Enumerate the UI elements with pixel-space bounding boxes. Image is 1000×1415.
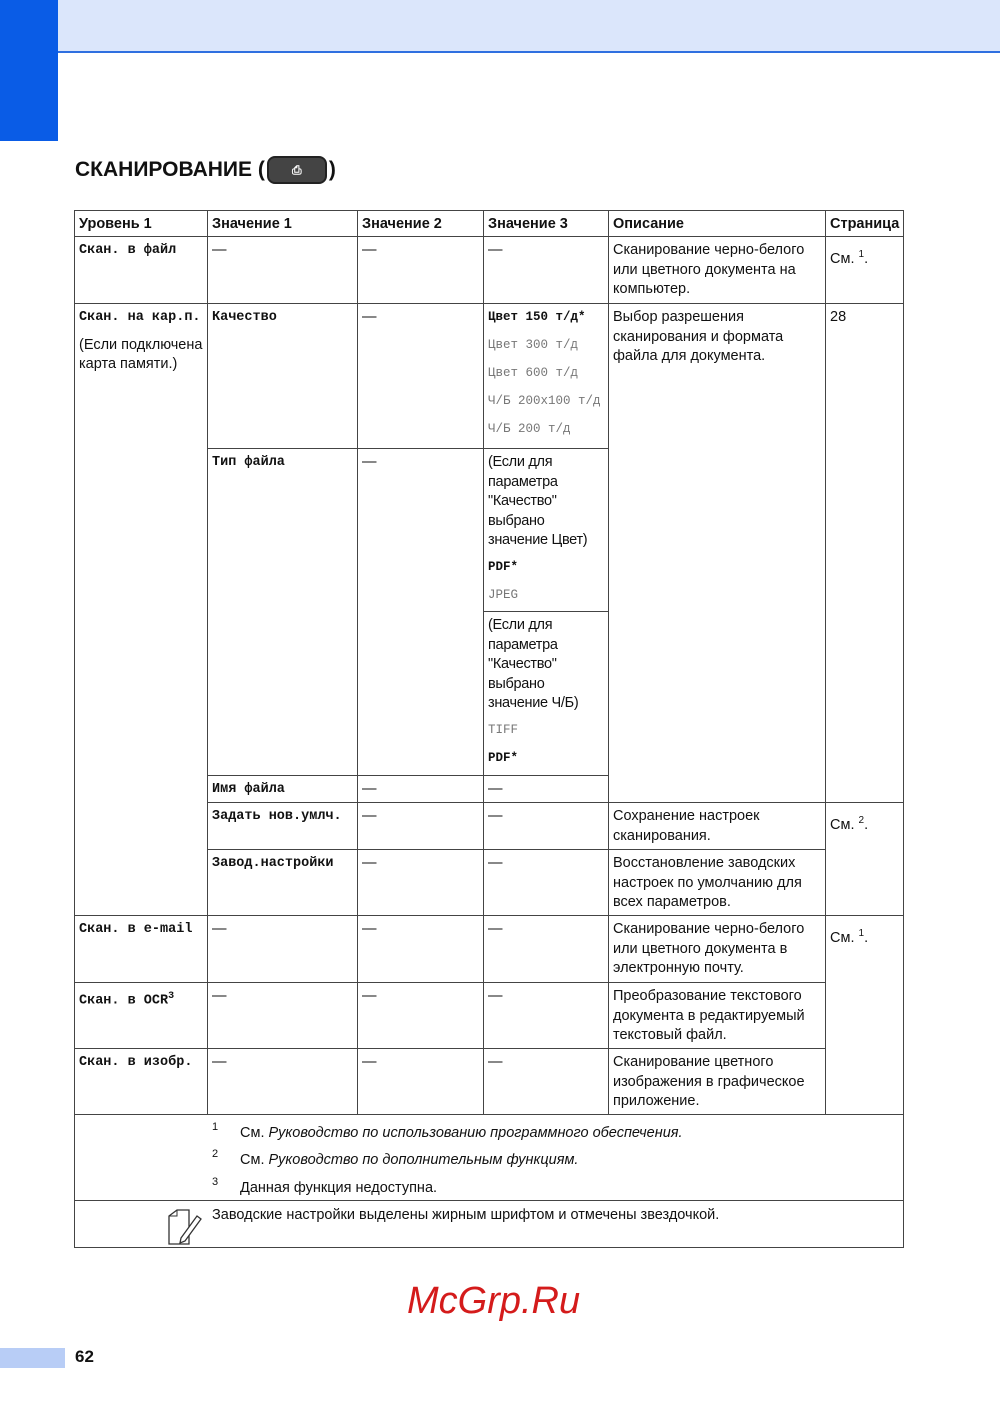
dash-cell: — xyxy=(483,982,609,1049)
header-band xyxy=(58,0,1000,53)
footnote-ref: 2 xyxy=(858,815,865,826)
footnote: См. Руководство по дополнительным функци… xyxy=(240,1152,578,1168)
dash-cell: — xyxy=(357,303,484,449)
footnote: См. Руководство по использованию програм… xyxy=(240,1125,683,1141)
level-cell: Скан. в изобр. xyxy=(74,1048,208,1115)
desc-cell: Сканирование черно-белого или цветного д… xyxy=(608,236,826,304)
option: Ч/Б 200x100 т/д xyxy=(488,394,601,408)
col-header: Уровень 1 xyxy=(74,210,208,237)
level-cell: Скан. в e-mail xyxy=(74,915,208,983)
option: JPEG xyxy=(488,587,519,602)
title-text: СКАНИРОВАНИЕ ( xyxy=(75,158,265,181)
footnote-text: См. xyxy=(240,1152,269,1168)
footnote: Данная функция недоступна. xyxy=(240,1180,438,1196)
scan-button-icon: ⎙ xyxy=(266,156,327,184)
level-cell: Скан. в OCR3 xyxy=(74,982,208,1049)
dash-cell: — xyxy=(483,236,609,304)
footnote-ref: 3 xyxy=(168,991,175,1002)
option: Цвет 600 т/д xyxy=(488,366,579,380)
chapter-tab xyxy=(0,0,58,141)
dash-cell: — xyxy=(357,982,484,1049)
desc-cell: Преобразование текстового документа в ре… xyxy=(608,982,826,1049)
dash-cell: — xyxy=(357,1048,484,1115)
col-header: Значение 1 xyxy=(207,210,358,237)
dash-cell: — xyxy=(357,236,484,304)
note-pencil-icon xyxy=(168,1209,202,1245)
page-ref: См. xyxy=(830,816,855,833)
setting-cell: Завод.настройки xyxy=(207,849,358,916)
level-label: Скан. на кар.п. xyxy=(79,310,201,325)
options-cell: (Если для параметра "Качество" выбрано з… xyxy=(483,611,609,776)
title-close: ) xyxy=(328,158,336,181)
options-cell: Цвет 150 т/д* Цвет 300 т/д Цвет 600 т/д … xyxy=(483,303,609,449)
option: TIFF xyxy=(488,722,519,737)
page-ref: См. xyxy=(830,250,855,267)
page-cell: См. 2. xyxy=(825,802,904,916)
setting-cell: Имя файла xyxy=(207,775,358,803)
page-number: 62 xyxy=(75,1347,94,1366)
footnote-ref: 1 xyxy=(858,249,865,260)
watermark: McGrp.Ru xyxy=(407,1280,581,1322)
dash-cell: — xyxy=(207,236,358,304)
footnote-number: 3 xyxy=(212,1176,219,1188)
footnote-title: Руководство по дополнительным функциям. xyxy=(268,1152,579,1168)
footnote-number: 1 xyxy=(212,1121,219,1133)
col-header: Значение 3 xyxy=(483,210,609,237)
desc-cell: Сканирование цветного изображения в граф… xyxy=(608,1048,826,1115)
dash-cell: — xyxy=(357,915,484,983)
page-cell: См. 1. xyxy=(825,236,904,304)
option: Цвет 150 т/д* xyxy=(488,310,586,324)
setting-cell: Задать нов.умлч. xyxy=(207,802,358,850)
level-cell: Скан. на кар.п. (Если подключена карта па… xyxy=(74,303,208,916)
dash-cell: — xyxy=(207,982,358,1049)
dash-cell: — xyxy=(483,849,609,916)
desc-cell: Восстановление заводских настроек по умо… xyxy=(608,849,826,916)
level-label: Скан. в OCR xyxy=(79,993,169,1009)
page-cell: 28 xyxy=(825,303,904,803)
footnote-ref: 1 xyxy=(858,928,865,939)
options-cell: (Если для параметра "Качество" выбрано з… xyxy=(483,448,609,612)
desc-cell: Выбор разрешения сканирования и формата … xyxy=(608,303,826,803)
option: Цвет 300 т/д xyxy=(488,338,579,352)
dash-cell: — xyxy=(207,1048,358,1115)
col-header: Значение 2 xyxy=(357,210,484,237)
footnote-title: Руководство по использованию программног… xyxy=(268,1125,683,1141)
option-note: (Если для параметра "Качество" выбрано з… xyxy=(488,617,579,711)
option-note: (Если для параметра "Качество" выбрано з… xyxy=(488,454,588,548)
note-text: Заводские настройки выделены жирным шриф… xyxy=(212,1207,720,1223)
level-cell: Скан. в файл xyxy=(74,236,208,304)
desc-cell: Сохранение настроек сканирования. xyxy=(608,802,826,850)
page-ref: См. xyxy=(830,929,855,946)
dash-cell: — xyxy=(483,915,609,983)
dash-cell: — xyxy=(483,775,609,803)
dash-cell: — xyxy=(357,448,484,776)
option: PDF* xyxy=(488,750,519,765)
note-box xyxy=(74,1200,904,1248)
dash-cell: — xyxy=(207,915,358,983)
option: PDF* xyxy=(488,559,519,574)
dash-cell: — xyxy=(357,775,484,803)
setting-cell: Качество xyxy=(207,303,358,449)
page-number-band xyxy=(0,1348,65,1368)
footnote-text: См. xyxy=(240,1125,269,1141)
dash-cell: — xyxy=(357,849,484,916)
col-header: Описание xyxy=(608,210,826,237)
dash-cell: — xyxy=(483,1048,609,1115)
dash-cell: — xyxy=(357,802,484,850)
page-title: СКАНИРОВАНИЕ (⎙) xyxy=(75,156,336,184)
level-note: (Если подключена карта памяти.) xyxy=(79,336,203,373)
setting-cell: Тип файла xyxy=(207,448,358,776)
footnote-number: 2 xyxy=(212,1148,219,1160)
dash-cell: — xyxy=(483,802,609,850)
desc-cell: Сканирование черно-белого или цветного д… xyxy=(608,915,826,983)
option: Ч/Б 200 т/д xyxy=(488,422,571,436)
col-header: Страница xyxy=(825,210,904,237)
page-cell: См. 1. xyxy=(825,915,904,1115)
